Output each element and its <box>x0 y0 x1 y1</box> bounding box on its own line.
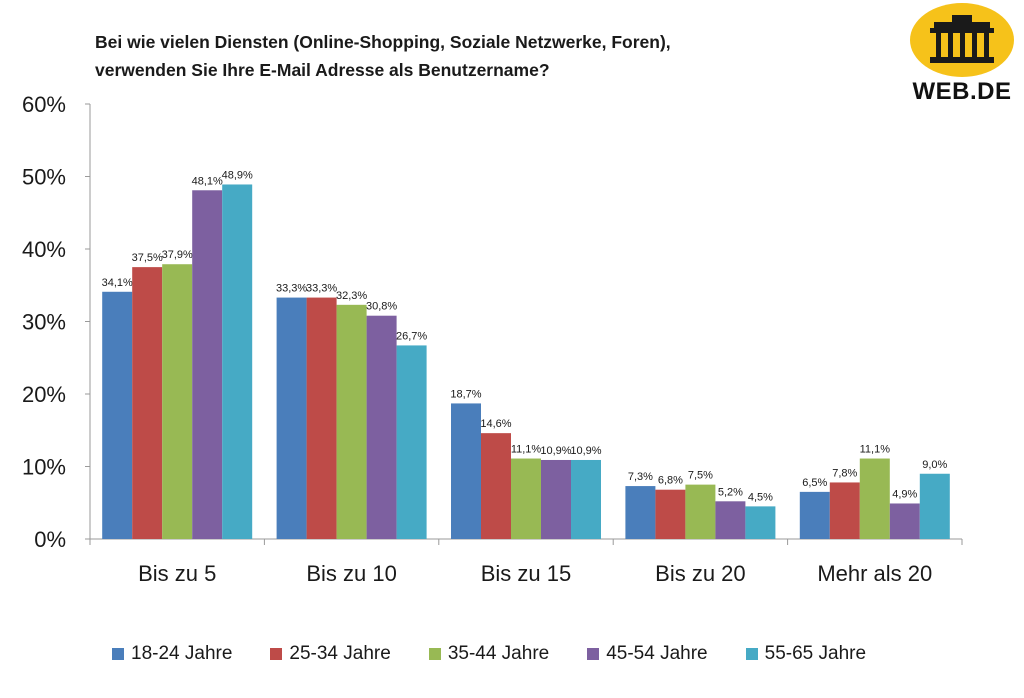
data-label: 30,8% <box>366 301 397 313</box>
y-tick-label: 0% <box>34 527 66 552</box>
data-label: 7,3% <box>628 471 653 483</box>
bar <box>655 489 686 539</box>
y-tick-label: 30% <box>22 310 66 335</box>
bar <box>396 345 427 539</box>
y-tick-label: 40% <box>22 237 66 262</box>
data-label: 33,3% <box>276 283 307 295</box>
data-label: 37,9% <box>162 249 193 261</box>
data-label: 33,3% <box>306 283 337 295</box>
data-label: 7,5% <box>688 470 713 482</box>
bar <box>366 315 397 539</box>
bar <box>541 459 571 539</box>
title-line-1: Bei wie vielen Diensten (Online-Shopping… <box>95 32 671 52</box>
bar <box>276 297 307 539</box>
data-label: 7,8% <box>832 467 857 479</box>
legend-item: 45-54 Jahre <box>587 643 708 665</box>
y-tick-label: 60% <box>22 92 66 117</box>
web-de-logo: WEB.DE <box>906 2 1018 112</box>
data-label: 48,1% <box>192 175 223 187</box>
chart-legend: 18-24 Jahre 25-34 Jahre 35-44 Jahre 45-54 J… <box>112 641 904 667</box>
legend-label: 55-65 Jahre <box>764 643 867 664</box>
x-tick-label: Bis zu 10 <box>306 561 397 586</box>
legend-item: 35-44 Jahre <box>428 643 550 665</box>
y-tick-label: 10% <box>22 455 66 480</box>
brandenburg-gate-icon <box>910 3 1014 77</box>
data-label: 6,8% <box>658 475 683 487</box>
data-label: 11,1% <box>511 444 542 456</box>
data-label: 9,0% <box>922 459 947 471</box>
bar <box>685 484 716 539</box>
data-label: 4,5% <box>748 491 773 503</box>
data-label: 32,3% <box>336 290 367 302</box>
legend-item: 25-34 Jahre <box>270 643 391 665</box>
bar <box>132 267 163 539</box>
data-label: 5,2% <box>718 486 743 498</box>
bar <box>859 458 890 539</box>
data-label: 18,7% <box>450 388 481 400</box>
bar <box>336 304 367 539</box>
legend-label: 18-24 Jahre <box>131 643 233 664</box>
legend-label: 25-34 Jahre <box>289 643 391 664</box>
bar <box>451 403 481 539</box>
x-tick-label: Bis zu 20 <box>655 561 746 586</box>
data-label: 14,6% <box>480 418 511 430</box>
data-label: 34,1% <box>102 277 133 289</box>
data-label: 10,9% <box>540 445 571 457</box>
legend-swatch <box>112 648 124 660</box>
bar <box>919 473 950 539</box>
bar <box>745 506 776 539</box>
x-tick-label: Mehr als 20 <box>817 561 932 586</box>
title-line-2: verwenden Sie Ihre E-Mail Adresse als Be… <box>95 60 550 80</box>
data-label: 10,9% <box>570 445 601 457</box>
bar <box>481 433 511 539</box>
logo-text: WEB.DE <box>912 78 1012 105</box>
data-label: 11,1% <box>860 444 891 456</box>
bar <box>222 184 253 539</box>
legend-swatch <box>428 648 441 660</box>
data-label: 37,5% <box>132 252 163 264</box>
data-label: 6,5% <box>802 477 827 489</box>
x-tick-label: Bis zu 15 <box>481 561 572 586</box>
bar <box>715 501 746 539</box>
bar <box>571 459 601 539</box>
bar <box>306 297 337 539</box>
data-label: 4,9% <box>892 488 917 500</box>
bar <box>829 482 860 539</box>
legend-label: 45-54 Jahre <box>606 643 708 664</box>
legend-item: 55-65 Jahre <box>745 643 867 665</box>
bar <box>192 190 223 539</box>
bar <box>625 486 656 539</box>
y-tick-label: 20% <box>22 382 66 407</box>
data-label: 26,7% <box>396 330 427 342</box>
chart-title: Bei wie vielen Diensten (Online-Shopping… <box>95 28 815 84</box>
bar <box>889 503 920 539</box>
y-tick-label: 50% <box>22 165 66 190</box>
legend-item: 18-24 Jahre <box>112 643 232 665</box>
legend-label: 35-44 Jahre <box>447 643 550 664</box>
bar <box>799 491 830 539</box>
bar <box>511 458 541 539</box>
legend-swatch <box>270 648 283 660</box>
x-tick-label: Bis zu 5 <box>138 561 216 586</box>
bar <box>102 291 133 539</box>
bar <box>162 264 193 539</box>
data-label: 48,9% <box>222 169 253 181</box>
legend-swatch <box>745 648 758 660</box>
legend-swatch <box>587 648 600 660</box>
